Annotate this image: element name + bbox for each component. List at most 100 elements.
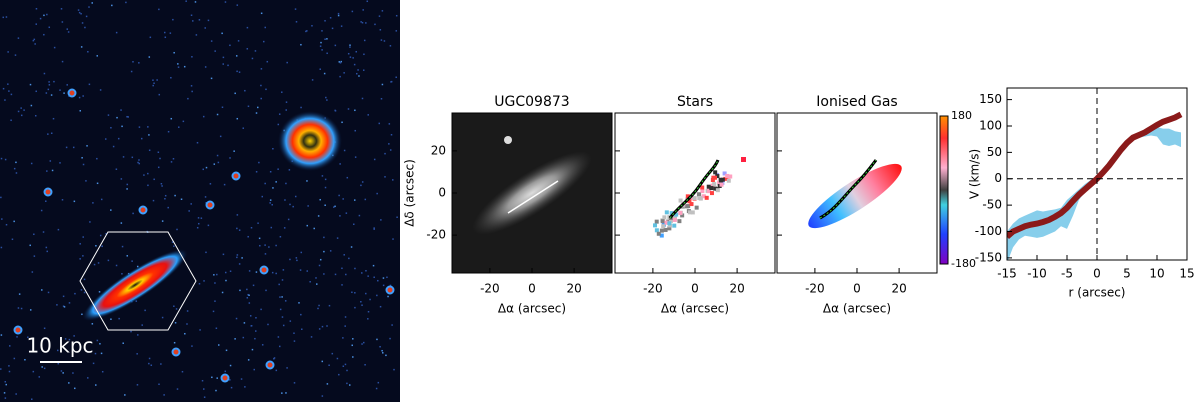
noise-dot (391, 324, 393, 326)
noise-dot (176, 228, 178, 231)
noise-dot (104, 138, 107, 140)
noise-dot (99, 234, 102, 237)
noise-dot (362, 341, 365, 344)
noise-dot (159, 157, 161, 160)
noise-dot (191, 90, 193, 93)
noise-dot (395, 76, 397, 79)
noise-dot (324, 178, 327, 181)
noise-dot (339, 62, 342, 64)
spaxel (710, 178, 715, 183)
noise-dot (376, 338, 378, 341)
noise-dot (338, 194, 340, 197)
noise-dot (161, 185, 163, 187)
noise-dot (282, 324, 285, 327)
spaxel (654, 219, 659, 224)
noise-dot (246, 48, 249, 50)
noise-dot (265, 289, 267, 292)
noise-dot (173, 341, 176, 344)
noise-dot (213, 274, 215, 276)
noise-dot (172, 158, 175, 160)
noise-dot (62, 305, 65, 307)
noise-dot (87, 51, 89, 53)
noise-dot (353, 63, 356, 66)
x-tick-label: 10 (1149, 267, 1164, 281)
noise-dot (249, 315, 252, 317)
noise-dot (339, 75, 341, 78)
noise-dot (79, 258, 81, 260)
velocity-band (1007, 127, 1181, 260)
spaxel (694, 205, 699, 210)
noise-dot (196, 226, 199, 229)
noise-dot (132, 61, 134, 63)
x-tick-label: 5 (1123, 267, 1131, 281)
noise-dot (318, 264, 321, 267)
noise-dot (5, 383, 7, 386)
noise-dot (198, 283, 201, 285)
noise-dot (169, 32, 172, 34)
noise-dot (51, 169, 54, 172)
noise-dot (390, 80, 393, 83)
noise-dot (334, 205, 336, 208)
noise-dot (126, 188, 128, 190)
noise-dot (388, 143, 390, 145)
noise-dot (244, 89, 246, 92)
noise-dot (287, 218, 290, 221)
noise-dot (136, 353, 138, 355)
noise-dot (324, 204, 326, 207)
noise-dot (306, 180, 308, 182)
noise-dot (318, 304, 320, 307)
noise-dot (377, 381, 380, 384)
noise-dot (0, 246, 3, 249)
noise-dot (24, 358, 26, 361)
noise-dot (306, 224, 309, 227)
noise-dot (35, 8, 38, 10)
noise-dot (257, 106, 259, 109)
noise-dot (354, 156, 357, 158)
noise-dot (215, 389, 217, 392)
noise-dot (221, 106, 224, 109)
noise-dot (255, 112, 258, 114)
x-tick-label: 0 (691, 282, 699, 296)
x-axis-label: Δα (arcsec) (661, 302, 729, 316)
noise-dot (20, 307, 23, 310)
noise-dot (29, 83, 32, 86)
noise-dot (20, 114, 23, 117)
noise-dot (246, 26, 249, 29)
noise-dot (205, 166, 208, 169)
noise-dot (92, 202, 94, 204)
noise-dot (357, 69, 359, 71)
spaxel (663, 227, 668, 232)
noise-dot (138, 62, 140, 64)
panel-title: Stars (677, 94, 713, 110)
noise-dot (234, 92, 236, 95)
noise-dot (197, 222, 200, 225)
noise-dot (378, 122, 381, 125)
sky-image (0, 0, 400, 402)
noise-dot (152, 199, 155, 202)
noise-dot (53, 46, 56, 49)
noise-dot (281, 279, 284, 281)
spaxel (715, 188, 720, 193)
stars-curve-inner (669, 159, 719, 219)
noise-dot (222, 63, 225, 65)
noise-dot (236, 256, 238, 259)
noise-dot (190, 203, 192, 205)
noise-dot (186, 323, 188, 325)
spaxel (709, 186, 714, 191)
noise-dot (27, 336, 29, 338)
noise-dot (107, 114, 110, 116)
noise-dot (351, 10, 354, 13)
noise-dot (319, 45, 322, 47)
panel-title: Ionised Gas (816, 94, 897, 110)
noise-dot (288, 169, 291, 171)
noise-dot (352, 356, 354, 358)
noise-dot (138, 159, 140, 161)
noise-dot (194, 1, 197, 3)
noise-dot (374, 23, 376, 26)
x-tick-label: 15 (1179, 267, 1194, 281)
noise-dot (269, 170, 272, 173)
source (13, 325, 23, 335)
noise-dot (8, 365, 10, 367)
spaxel (677, 219, 682, 224)
noise-dot (234, 338, 236, 340)
